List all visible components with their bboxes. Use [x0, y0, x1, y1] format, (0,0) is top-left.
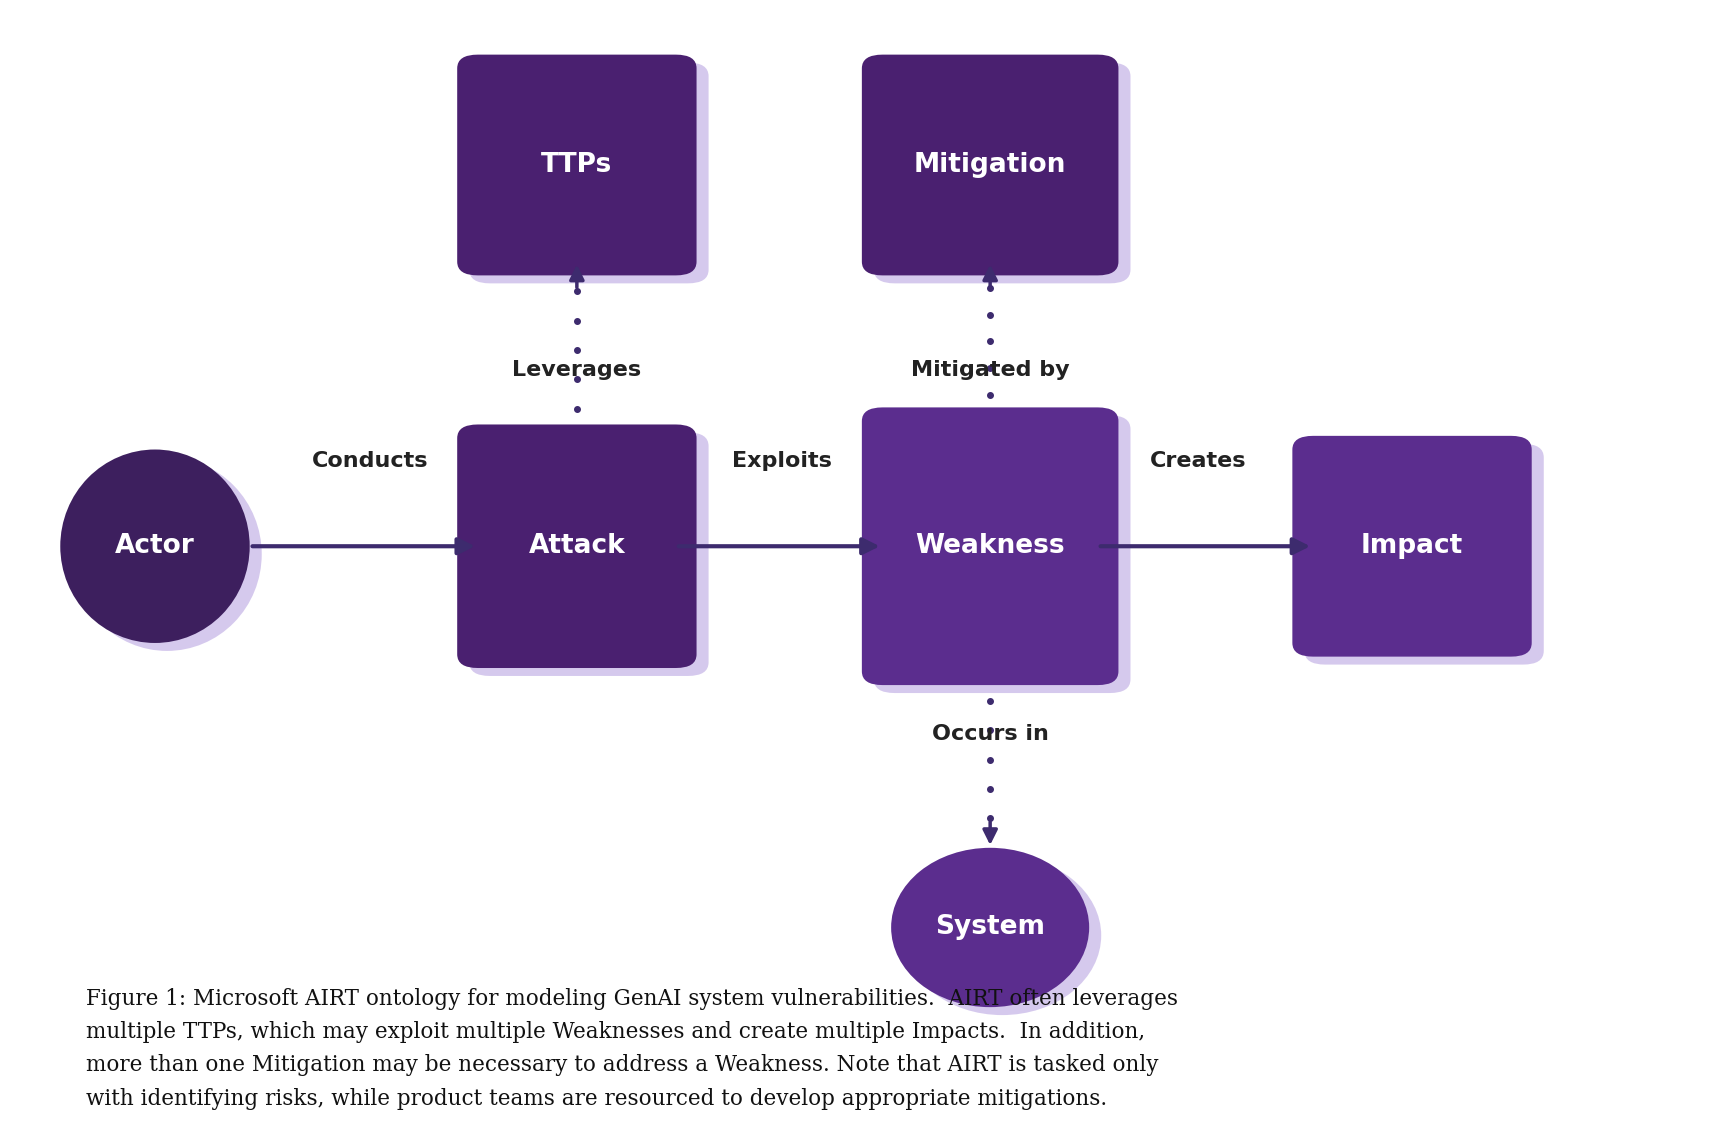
- Text: Occurs in: Occurs in: [932, 724, 1049, 744]
- Text: Leverages: Leverages: [513, 360, 641, 380]
- Ellipse shape: [902, 856, 1102, 1015]
- FancyBboxPatch shape: [458, 424, 696, 668]
- Text: Mitigated by: Mitigated by: [911, 360, 1069, 380]
- Ellipse shape: [72, 457, 262, 651]
- Text: Actor: Actor: [115, 534, 195, 559]
- Text: Conducts: Conducts: [312, 451, 429, 471]
- FancyBboxPatch shape: [861, 407, 1119, 685]
- Text: TTPs: TTPs: [541, 152, 613, 178]
- Text: Figure 1: Microsoft AIRT ontology for modeling GenAI system vulnerabilities.  AI: Figure 1: Microsoft AIRT ontology for mo…: [86, 989, 1178, 1110]
- Text: Attack: Attack: [529, 534, 625, 559]
- FancyBboxPatch shape: [873, 415, 1130, 693]
- FancyBboxPatch shape: [468, 432, 709, 676]
- Ellipse shape: [60, 450, 250, 643]
- FancyBboxPatch shape: [1292, 436, 1531, 657]
- FancyBboxPatch shape: [861, 55, 1119, 275]
- Text: Creates: Creates: [1150, 451, 1247, 471]
- Text: Impact: Impact: [1360, 534, 1464, 559]
- FancyBboxPatch shape: [873, 63, 1130, 283]
- Text: Exploits: Exploits: [732, 451, 832, 471]
- FancyBboxPatch shape: [468, 63, 709, 283]
- FancyBboxPatch shape: [1305, 444, 1543, 665]
- Text: Mitigation: Mitigation: [914, 152, 1066, 178]
- Ellipse shape: [892, 848, 1088, 1007]
- Text: System: System: [935, 915, 1045, 940]
- FancyBboxPatch shape: [458, 55, 696, 275]
- Text: Weakness: Weakness: [916, 534, 1064, 559]
